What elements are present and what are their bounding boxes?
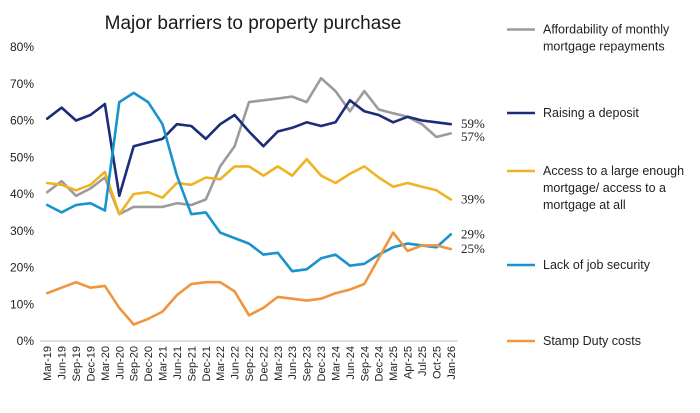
legend-label-4: Lack of job security (543, 258, 651, 272)
x-tick-label: Dec-24 (374, 346, 386, 381)
legend-label-1: mortgage repayments (543, 40, 665, 54)
y-tick-label: 50% (10, 150, 34, 164)
series-end-label-3: 39% (461, 192, 485, 207)
legend: Affordability of monthly mortgage repayme… (507, 23, 684, 348)
y-tick-label: 80% (10, 40, 34, 54)
x-tick-label: Jun-23 (287, 346, 299, 380)
y-axis: 0% 10% 20% 30% 40% 50% 60% 70% 80% (10, 40, 34, 348)
chart-title: Major barriers to property purchase (105, 13, 402, 34)
legend-label-2: Raising a deposit (543, 106, 639, 120)
x-tick-label: Sep-21 (186, 346, 198, 381)
legend-label-3: mortgage/ access to a (543, 181, 666, 195)
legend-label-5: Stamp Duty costs (543, 334, 641, 348)
series-line-5 (45, 231, 453, 326)
x-tick-label: Mar-24 (330, 346, 342, 381)
x-tick-label: Jun-21 (172, 346, 184, 380)
series-end-label-1: 57% (461, 129, 485, 144)
series-line-2 (45, 99, 453, 198)
x-tick-label: Sep-24 (359, 346, 371, 381)
x-tick-label: Oct-25 (431, 346, 443, 379)
y-tick-label: 60% (10, 114, 34, 128)
legend-label-3: mortgage at all (543, 198, 626, 212)
series-lines (45, 76, 453, 326)
series-end-label-2: 59% (461, 116, 485, 131)
y-tick-label: 30% (10, 224, 34, 238)
x-tick-label: Mar-25 (388, 346, 400, 381)
x-tick-label: Sep-22 (244, 346, 256, 381)
y-tick-label: 20% (10, 261, 34, 275)
x-tick-label: Apr-25 (403, 346, 415, 379)
x-tick-label: Jan-26 (446, 346, 458, 380)
y-tick-label: 0% (17, 334, 35, 348)
x-tick-label: Mar-20 (100, 346, 112, 381)
x-tick-label: Sep-19 (71, 346, 83, 381)
series-end-label-5: 25% (461, 241, 485, 256)
x-tick-label: Sep-20 (129, 346, 141, 381)
y-tick-label: 40% (10, 187, 34, 201)
x-tick-label: Jun-19 (57, 346, 69, 380)
x-tick-label: Jun-22 (230, 346, 242, 380)
x-tick-label: Mar-22 (215, 346, 227, 381)
legend-label-1: Affordability of monthly (543, 23, 670, 37)
legend-label-3: Access to a large enough (543, 164, 684, 178)
end-labels: 59%57% 39% 29%25% (461, 116, 485, 256)
series-end-label-4: 29% (461, 226, 485, 241)
x-tick-label: Mar-19 (42, 346, 54, 381)
x-tick-label: Jul-25 (417, 346, 429, 376)
y-tick-label: 70% (10, 77, 34, 91)
x-tick-label: Jun-20 (114, 346, 126, 380)
x-tick-label: Dec-20 (143, 346, 155, 381)
x-tick-label: Mar-21 (158, 346, 170, 381)
x-tick-label: Jun-24 (345, 346, 357, 380)
x-axis: Mar-19 Jun-19 Sep-19 Dec-19 Mar-20 Jun-20 Sep-… (42, 346, 458, 381)
x-tick-label: Dec-19 (85, 346, 97, 381)
x-tick-label: Dec-23 (316, 346, 328, 381)
x-tick-label: Mar-23 (273, 346, 285, 381)
series-line-3 (45, 157, 453, 216)
x-tick-label: Dec-21 (201, 346, 213, 381)
x-tick-label: Sep-23 (302, 346, 314, 381)
y-tick-label: 10% (10, 297, 34, 311)
x-tick-label: Dec-22 (258, 346, 270, 381)
